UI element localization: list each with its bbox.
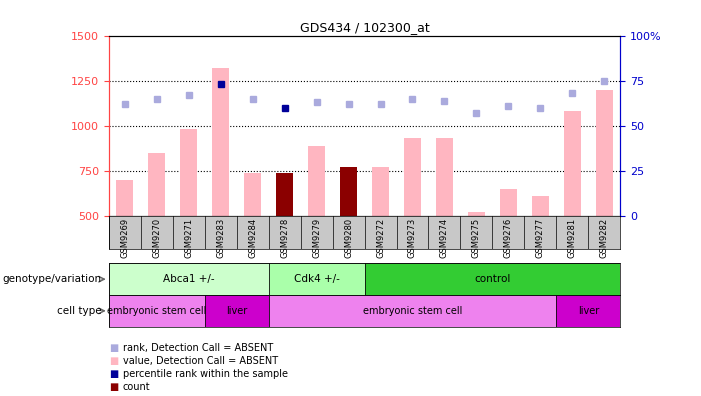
Text: genotype/variation: genotype/variation bbox=[3, 274, 102, 284]
Text: cell type: cell type bbox=[57, 306, 102, 316]
Text: liver: liver bbox=[578, 306, 599, 316]
Text: GSM9280: GSM9280 bbox=[344, 217, 353, 258]
Bar bbox=[340, 167, 358, 216]
Text: ■: ■ bbox=[109, 382, 118, 392]
Text: percentile rank within the sample: percentile rank within the sample bbox=[123, 369, 287, 379]
Bar bbox=[404, 138, 421, 216]
Bar bbox=[268, 263, 365, 295]
Title: GDS434 / 102300_at: GDS434 / 102300_at bbox=[299, 21, 430, 34]
Text: GSM9270: GSM9270 bbox=[152, 217, 161, 258]
Bar bbox=[116, 180, 133, 216]
Bar bbox=[596, 89, 613, 216]
Bar bbox=[148, 153, 165, 216]
Text: Cdk4 +/-: Cdk4 +/- bbox=[294, 274, 339, 284]
Text: GSM9275: GSM9275 bbox=[472, 217, 481, 258]
Bar bbox=[564, 111, 581, 216]
Text: GSM9277: GSM9277 bbox=[536, 217, 545, 258]
Bar bbox=[212, 68, 229, 216]
Text: GSM9278: GSM9278 bbox=[280, 217, 289, 258]
Text: embryonic stem cell: embryonic stem cell bbox=[107, 306, 206, 316]
Bar bbox=[557, 295, 620, 327]
Text: GSM9281: GSM9281 bbox=[568, 217, 577, 258]
Bar bbox=[365, 263, 620, 295]
Text: GSM9271: GSM9271 bbox=[184, 217, 193, 258]
Bar bbox=[244, 173, 261, 216]
Text: GSM9282: GSM9282 bbox=[600, 217, 609, 258]
Bar bbox=[500, 189, 517, 216]
Bar bbox=[308, 146, 325, 216]
Text: GSM9269: GSM9269 bbox=[120, 217, 129, 258]
Text: GSM9274: GSM9274 bbox=[440, 217, 449, 258]
Bar bbox=[275, 173, 293, 216]
Text: count: count bbox=[123, 382, 150, 392]
Bar bbox=[531, 196, 549, 216]
Text: ■: ■ bbox=[109, 369, 118, 379]
Bar bbox=[180, 129, 198, 216]
Text: ■: ■ bbox=[109, 343, 118, 353]
Text: GSM9283: GSM9283 bbox=[216, 217, 225, 258]
Text: Abca1 +/-: Abca1 +/- bbox=[163, 274, 215, 284]
Text: liver: liver bbox=[226, 306, 247, 316]
Text: ■: ■ bbox=[109, 356, 118, 366]
Text: GSM9272: GSM9272 bbox=[376, 217, 385, 258]
Text: control: control bbox=[475, 274, 510, 284]
Bar bbox=[468, 212, 485, 216]
Bar bbox=[436, 138, 454, 216]
Bar bbox=[268, 295, 557, 327]
Text: GSM9276: GSM9276 bbox=[504, 217, 513, 258]
Text: GSM9273: GSM9273 bbox=[408, 217, 417, 258]
Bar bbox=[205, 295, 268, 327]
Bar bbox=[109, 263, 268, 295]
Text: GSM9279: GSM9279 bbox=[312, 217, 321, 258]
Text: embryonic stem cell: embryonic stem cell bbox=[363, 306, 462, 316]
Text: value, Detection Call = ABSENT: value, Detection Call = ABSENT bbox=[123, 356, 278, 366]
Text: rank, Detection Call = ABSENT: rank, Detection Call = ABSENT bbox=[123, 343, 273, 353]
Bar bbox=[372, 167, 389, 216]
Bar bbox=[109, 295, 205, 327]
Text: GSM9284: GSM9284 bbox=[248, 217, 257, 258]
